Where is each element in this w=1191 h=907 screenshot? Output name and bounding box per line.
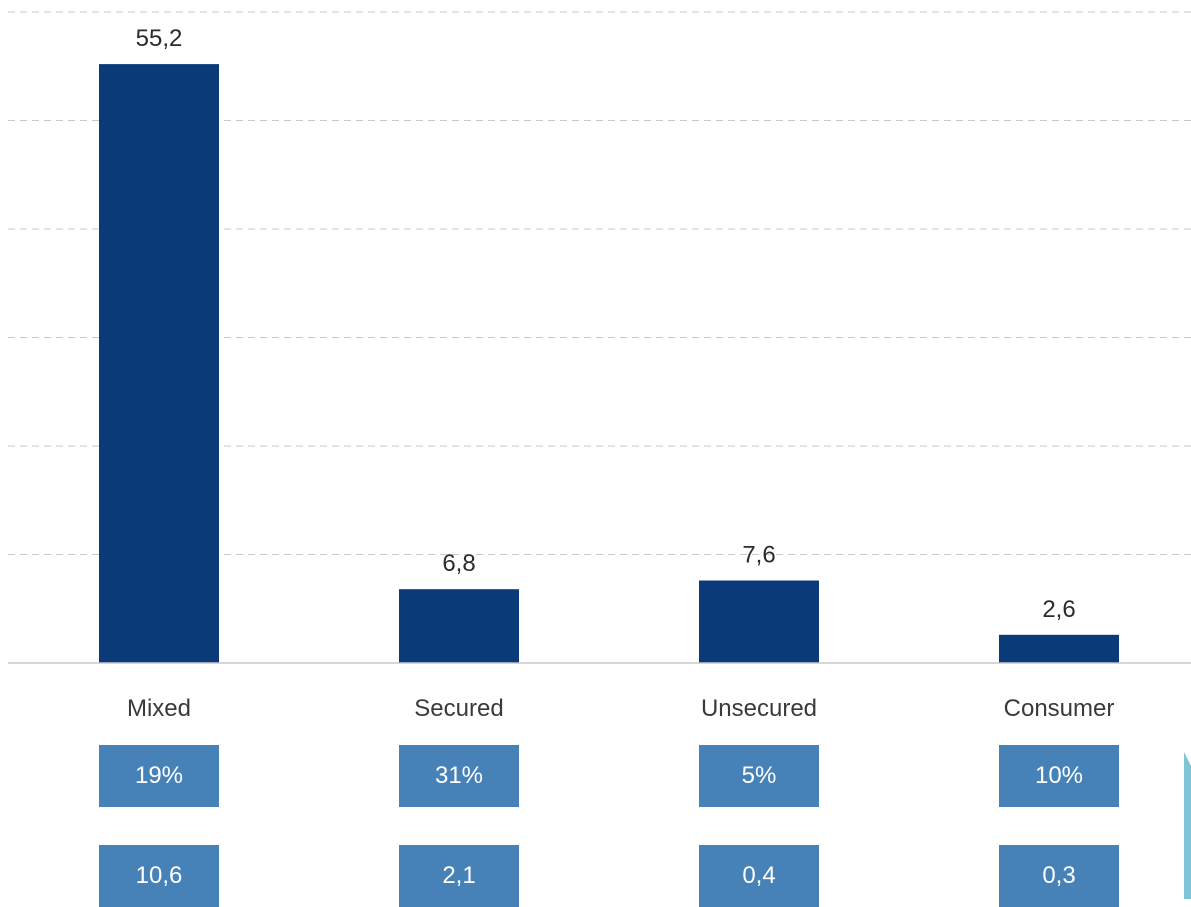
metric-box: 0,3 bbox=[999, 845, 1119, 907]
category-label: Unsecured bbox=[701, 695, 817, 722]
metric-box: 31% bbox=[399, 745, 519, 807]
value-label: 55,2 bbox=[136, 25, 183, 52]
metric-box: 19% bbox=[99, 745, 219, 807]
side-accent-shape bbox=[1184, 752, 1191, 899]
value-label: 7,6 bbox=[742, 542, 775, 569]
metric-box: 0,4 bbox=[699, 845, 819, 907]
metric-box: 2,1 bbox=[399, 845, 519, 907]
metric-box: 10% bbox=[999, 745, 1119, 807]
category-label: Secured bbox=[414, 695, 503, 722]
bar-secured bbox=[399, 589, 519, 663]
value-label: 6,8 bbox=[442, 550, 475, 577]
bar-consumer bbox=[999, 634, 1119, 663]
metric-box: 10,6 bbox=[99, 845, 219, 907]
category-label: Consumer bbox=[1004, 695, 1115, 722]
bar-mixed bbox=[99, 64, 219, 664]
metric-box: 5% bbox=[699, 745, 819, 807]
value-label: 2,6 bbox=[1042, 596, 1075, 623]
category-label: Mixed bbox=[127, 695, 191, 722]
bar-unsecured bbox=[699, 580, 819, 663]
